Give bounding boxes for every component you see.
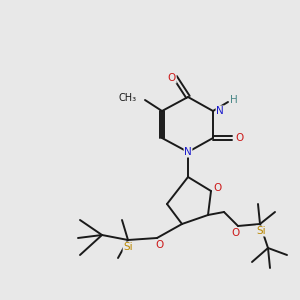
Text: O: O bbox=[232, 228, 240, 238]
Text: O: O bbox=[156, 240, 164, 250]
Text: Si: Si bbox=[256, 226, 266, 236]
Text: CH₃: CH₃ bbox=[119, 93, 137, 103]
Text: H: H bbox=[230, 95, 238, 105]
Text: O: O bbox=[168, 73, 176, 83]
Text: N: N bbox=[216, 106, 224, 116]
Text: Si: Si bbox=[123, 242, 133, 252]
Text: O: O bbox=[235, 133, 243, 143]
Text: N: N bbox=[184, 147, 192, 157]
Text: O: O bbox=[214, 183, 222, 193]
